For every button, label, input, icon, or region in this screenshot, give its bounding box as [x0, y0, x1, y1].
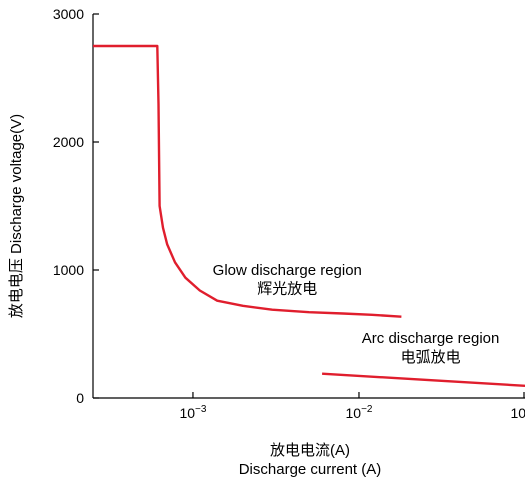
series-line-1: [93, 44, 402, 318]
y-axis-label: 放电电压 Discharge voltage(V): [8, 114, 25, 318]
series-lines: [93, 44, 525, 387]
y-tick-label: 3000: [53, 6, 84, 22]
y-tick-label: 2000: [53, 134, 84, 150]
x-tick-label: 10−1: [511, 404, 525, 421]
annotation-label: 电弧放电: [401, 349, 461, 366]
y-tick-label: 1000: [53, 262, 84, 278]
y-ticks: 0 1000 2000 3000: [53, 6, 99, 406]
x-ticks: 10−3 10−2 10−1: [179, 392, 525, 421]
annotation-label: Arc discharge region: [362, 330, 500, 347]
y-tick-label: 0: [76, 390, 84, 406]
annotation-label: 辉光放电: [257, 281, 317, 298]
annotation-label: Glow discharge region: [213, 262, 362, 279]
series-line-2: [322, 372, 525, 387]
x-tick-label: 10−2: [345, 404, 372, 421]
x-tick-label: 10−3: [179, 404, 206, 421]
annotations: Glow discharge region 辉光放电 Arc discharge r…: [213, 262, 500, 366]
x-axis-label-cn: 放电电流(A): [270, 442, 350, 459]
x-axis-label-en: Discharge current (A): [239, 461, 382, 478]
